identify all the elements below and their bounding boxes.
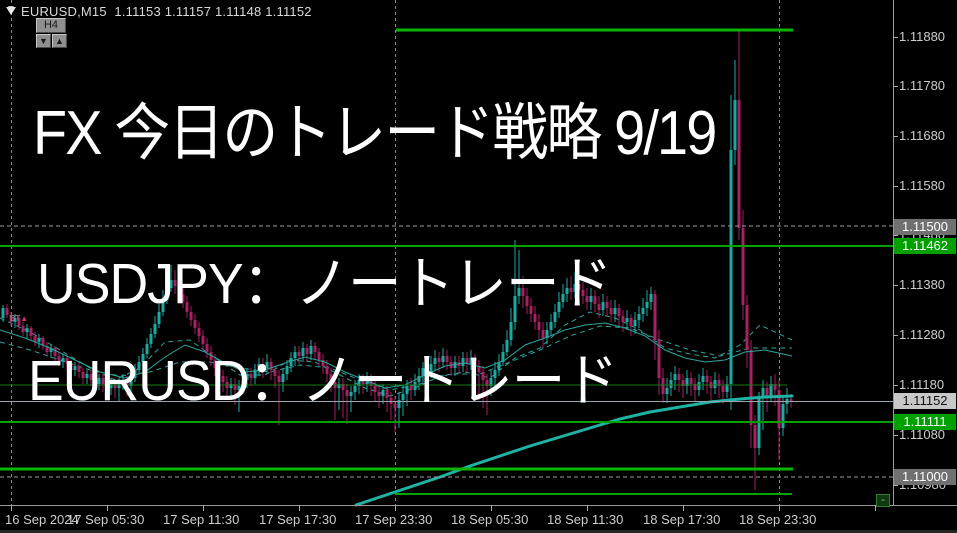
- chart-corner-arrow-icon: ▼: [6, 4, 16, 15]
- price-label-boxed: 1.11152: [894, 393, 956, 409]
- price-tick: [893, 37, 898, 38]
- time-tick: [587, 505, 588, 511]
- time-label: 18 Sep 23:30: [739, 512, 817, 527]
- time-tick: [107, 505, 108, 511]
- price-label: 1.11880: [899, 29, 946, 44]
- price-tick: [893, 136, 898, 137]
- time-label: 17 Sep 17:30: [259, 512, 337, 527]
- time-tick: [11, 505, 12, 511]
- time-label: 17 Sep 11:30: [163, 512, 240, 527]
- timeframe-up-button[interactable]: ▲: [52, 34, 67, 48]
- price-label: 1.11180: [899, 377, 945, 392]
- ma-thick-line: [354, 394, 794, 507]
- price-tick: [893, 235, 898, 236]
- ma-dashed-upper: [0, 325, 792, 391]
- bt-arrow-icon: ▲: [20, 314, 29, 323]
- time-label: 18 Sep 05:30: [451, 512, 529, 527]
- time-tick: [875, 505, 876, 511]
- chart-shift-minus-button[interactable]: -: [876, 494, 890, 507]
- time-tick: [395, 505, 396, 511]
- separator-arrow-icon: [6, 7, 16, 15]
- price-label: 1.11780: [899, 78, 946, 93]
- time-label: 16 Sep 2024: [5, 512, 79, 527]
- time-label: 17 Sep 05:30: [67, 512, 145, 527]
- window-bottom-edge: [0, 530, 957, 533]
- timeframe-down-button[interactable]: ▼: [36, 34, 51, 48]
- symbol-ohlc-info: EURUSD,M15 1.11153 1.11157 1.11148 1.111…: [21, 4, 312, 19]
- time-tick: [779, 505, 780, 511]
- overlay-eurusd-text: EURUSD：ノートレード: [28, 349, 618, 413]
- price-tick: [893, 485, 898, 486]
- price-tick: [893, 186, 898, 187]
- time-label: 18 Sep 11:30: [547, 512, 624, 527]
- time-label: 17 Sep 23:30: [355, 512, 433, 527]
- time-label: 18 Sep 17:30: [643, 512, 721, 527]
- price-tick: [893, 285, 898, 286]
- price-label: 1.11080: [899, 427, 946, 442]
- time-tick: [683, 505, 684, 511]
- time-tick: [299, 505, 300, 511]
- price-tick: [893, 385, 898, 386]
- overlay-usdjpy-text: USDJPY：ノートレード: [37, 252, 612, 316]
- price-label: 1.11280: [899, 327, 946, 342]
- time-tick: [203, 505, 204, 511]
- price-label-boxed: 1.11000: [894, 469, 956, 485]
- price-label-boxed: 1.11111: [894, 414, 956, 430]
- price-axis[interactable]: 1.118801.117801.116801.115801.114801.113…: [893, 0, 957, 505]
- price-label: 1.11580: [899, 178, 946, 193]
- time-tick: [491, 505, 492, 511]
- price-tick: [893, 435, 898, 436]
- price-label: 1.11380: [899, 277, 946, 292]
- price-label: 1.11680: [899, 128, 946, 143]
- timeframe-h4-button[interactable]: H4: [36, 18, 66, 33]
- time-axis[interactable]: 16 Sep 2024 17 Sep 05:30 17 Sep 11:30 17 Se…: [0, 505, 957, 533]
- price-tick: [893, 86, 898, 87]
- price-tick: [893, 335, 898, 336]
- bt-marker: BT▲: [10, 314, 29, 323]
- price-label-boxed: 1.11462: [894, 238, 956, 254]
- price-label-boxed: 1.11500: [894, 219, 956, 235]
- overlay-title-text: FX 今日のトレード戦略 9/19: [33, 99, 717, 168]
